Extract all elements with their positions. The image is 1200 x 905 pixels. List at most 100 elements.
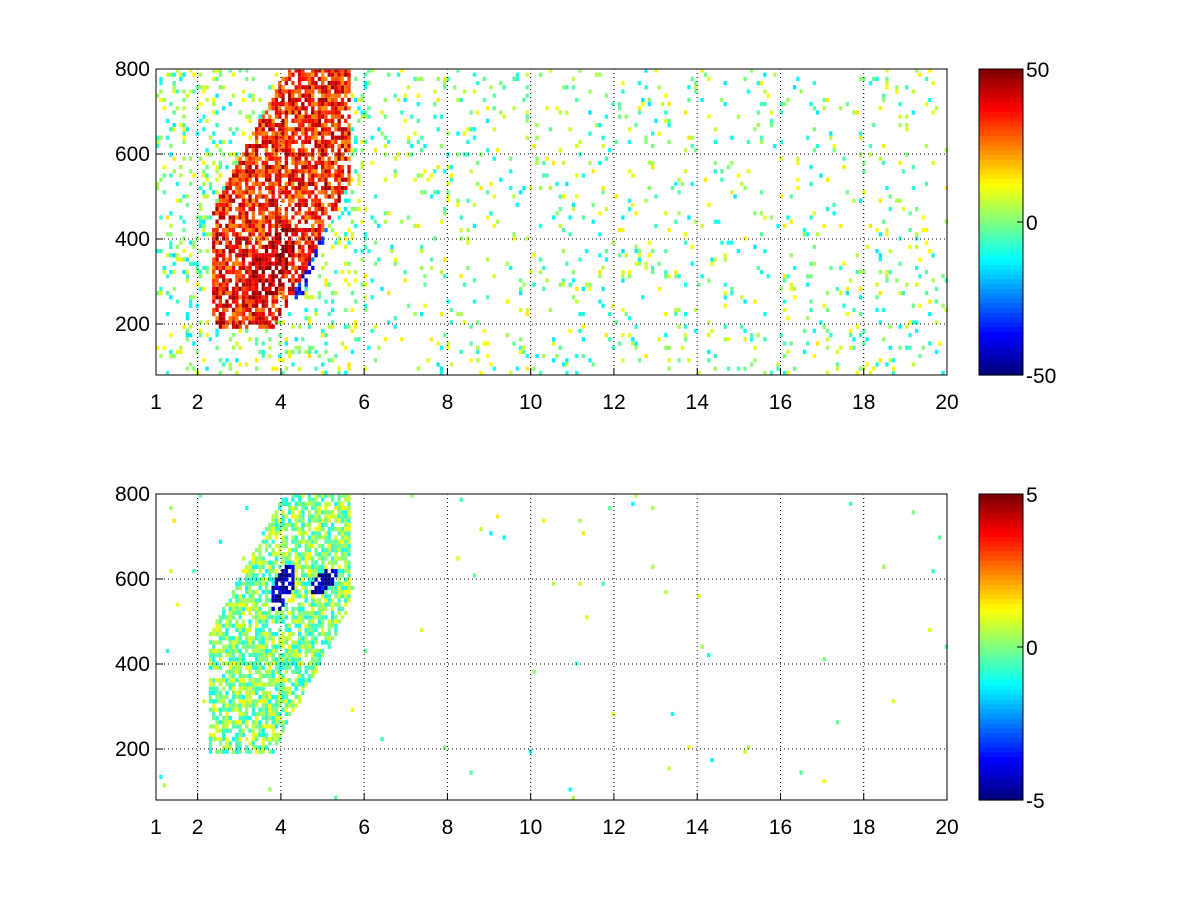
top-heatmap-cell	[268, 291, 272, 296]
top-heatmap-cell	[274, 135, 279, 140]
top-heatmap-cell	[928, 341, 932, 346]
top-heatmap-cell	[311, 165, 315, 170]
bottom-heatmap-cell	[294, 653, 298, 658]
top-heatmap-cell	[261, 207, 265, 212]
top-heatmap-cell	[868, 152, 873, 157]
top-heatmap-cell	[175, 198, 180, 203]
bottom-heatmap-cell	[347, 514, 351, 519]
bottom-heatmap-cell	[225, 720, 229, 725]
top-heatmap-cell	[680, 345, 684, 350]
top-heatmap-cell	[878, 291, 882, 296]
top-heatmap-cell	[311, 173, 315, 178]
bottom-heatmap-cell	[307, 678, 312, 683]
bottom-heatmap-cell	[222, 707, 226, 712]
top-heatmap-cell	[297, 198, 302, 203]
top-heatmap-cell	[347, 76, 351, 81]
top-heatmap-cell	[241, 152, 246, 157]
top-heatmap-cell	[278, 173, 282, 178]
bottom-heatmap-cell	[268, 606, 272, 611]
bottom-heatmap-cell	[284, 615, 288, 620]
top-heatmap-cell	[274, 253, 279, 258]
top-heatmap-cell	[314, 232, 318, 237]
bottom-heatmap-cell	[225, 669, 229, 674]
bottom-heatmap-cell	[321, 653, 325, 658]
top-heatmap-cell	[274, 144, 279, 149]
top-heatmap-cell	[436, 97, 440, 102]
bottom-heatmap-cell	[258, 732, 262, 737]
top-heatmap-cell	[664, 274, 668, 279]
top-heatmap-cell	[885, 278, 889, 283]
bottom-heatmap-cell	[321, 573, 325, 578]
bottom-heatmap-cell	[281, 695, 285, 700]
bottom-heatmap-cell	[261, 590, 265, 595]
top-heatmap-cell	[763, 312, 767, 317]
bottom-heatmap-cell	[231, 749, 236, 754]
bottom-heatmap-cell	[218, 640, 222, 645]
top-heatmap-cell	[528, 270, 533, 275]
bottom-heatmap-cell	[261, 703, 265, 708]
top-heatmap-cell	[248, 198, 252, 203]
top-heatmap-cell	[360, 139, 364, 144]
top-heatmap-cell	[294, 337, 298, 342]
top-heatmap-cell	[228, 303, 232, 308]
bottom-heatmap-cell	[255, 619, 259, 624]
top-heatmap-cell	[713, 354, 717, 359]
bottom-heatmap-cell	[255, 665, 259, 670]
top-heatmap-cell	[294, 202, 298, 207]
bottom-colorbar-segment	[979, 728, 1023, 734]
top-heatmap-cell	[360, 249, 364, 254]
top-heatmap-cell	[651, 144, 655, 149]
bottom-heatmap-cell	[288, 699, 292, 704]
bottom-heatmap-cell	[281, 590, 285, 595]
top-heatmap-cell	[492, 223, 496, 228]
top-heatmap-cell	[832, 211, 836, 216]
bottom-heatmap-cell	[238, 749, 242, 754]
top-heatmap-cell	[278, 282, 282, 287]
bottom-heatmap-cell	[258, 707, 262, 712]
bottom-heatmap-cell	[215, 728, 219, 733]
bottom-heatmap-cell	[238, 602, 242, 607]
bottom-heatmap-cell	[228, 745, 232, 750]
bottom-heatmap-cell	[281, 640, 285, 645]
top-heatmap-cell	[548, 127, 552, 132]
top-heatmap-cell	[396, 72, 401, 77]
top-heatmap-cell	[297, 190, 302, 195]
top-heatmap-cell	[228, 362, 232, 367]
bottom-heatmap-cell	[222, 728, 226, 733]
bottom-heatmap-cell	[284, 573, 288, 578]
top-heatmap-cell	[284, 349, 288, 354]
top-heatmap-cell	[218, 202, 222, 207]
top-heatmap-cell	[291, 198, 295, 203]
top-heatmap-cell	[307, 345, 312, 350]
top-heatmap-cell	[915, 265, 919, 270]
top-heatmap-cell	[202, 232, 206, 237]
top-heatmap-cell	[172, 169, 176, 174]
bottom-heatmap-cell	[321, 518, 325, 523]
top-heatmap-cell	[241, 190, 246, 195]
bottom-heatmap-cell	[822, 779, 826, 784]
top-heatmap-cell	[344, 118, 348, 123]
top-heatmap-cell	[235, 207, 239, 212]
top-heatmap-cell	[288, 106, 292, 111]
top-heatmap-cell	[439, 345, 444, 350]
top-heatmap-cell	[222, 257, 226, 262]
top-heatmap-cell	[208, 232, 213, 237]
bottom-heatmap-cell	[317, 552, 321, 557]
top-heatmap-cell	[268, 219, 272, 224]
top-heatmap-cell	[278, 223, 282, 228]
top-heatmap-cell	[486, 190, 490, 195]
bottom-heatmap-cell	[274, 615, 279, 620]
top-heatmap-cell	[591, 219, 595, 224]
top-heatmap-cell	[763, 72, 767, 77]
top-heatmap-cell	[268, 165, 272, 170]
top-heatmap-cell	[723, 324, 727, 329]
bottom-heatmap-cell	[264, 732, 269, 737]
top-heatmap-cell	[598, 274, 602, 279]
bottom-heatmap-cell	[261, 749, 265, 754]
top-heatmap-cell	[324, 152, 328, 157]
top-heatmap-cell	[288, 135, 292, 140]
bottom-heatmap-cell	[334, 501, 338, 506]
top-heatmap-cell	[317, 190, 321, 195]
bottom-heatmap-cell	[222, 686, 226, 691]
top-heatmap-cell	[882, 160, 886, 165]
